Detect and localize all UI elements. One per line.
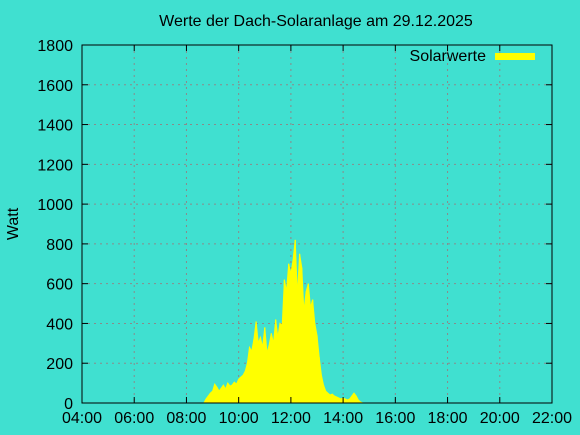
- y-tick-label: 800: [46, 237, 73, 254]
- y-tick-label: 1200: [37, 157, 73, 174]
- y-tick-label: 1600: [37, 78, 73, 95]
- x-tick-label: 16:00: [375, 410, 415, 427]
- x-tick-label: 06:00: [114, 410, 154, 427]
- x-tick-label: 20:00: [480, 410, 520, 427]
- chart-title: Werte der Dach-Solaranlage am 29.12.2025: [159, 13, 473, 30]
- y-tick-label: 1800: [37, 38, 73, 55]
- x-tick-label: 04:00: [62, 410, 102, 427]
- series-area: [203, 239, 363, 404]
- legend-swatch: [495, 53, 535, 60]
- y-tick-label: 200: [46, 356, 73, 373]
- x-tick-label: 08:00: [166, 410, 206, 427]
- x-tick-label: 14:00: [323, 410, 363, 427]
- y-tick-label: 1000: [37, 197, 73, 214]
- legend: Solarwerte: [410, 48, 535, 65]
- x-tick-label: 22:00: [532, 410, 572, 427]
- y-tick-label: 600: [46, 277, 73, 294]
- x-tick-label: 12:00: [271, 410, 311, 427]
- x-tick-label: 10:00: [219, 410, 259, 427]
- x-tick-label: 18:00: [428, 410, 468, 427]
- plot-frame: [81, 44, 553, 404]
- grid-lines: [82, 45, 552, 403]
- y-axis-label: Watt: [5, 207, 22, 240]
- y-tick-label: 0: [64, 396, 73, 413]
- series-area-layer: [203, 239, 363, 404]
- legend-label: Solarwerte: [410, 48, 487, 65]
- y-tick-label: 400: [46, 316, 73, 333]
- y-tick-label: 1400: [37, 118, 73, 135]
- axis-ticks: 04:00 06:00 08:00 10:00 12:00 14:00 16:00 18:00…: [37, 38, 572, 427]
